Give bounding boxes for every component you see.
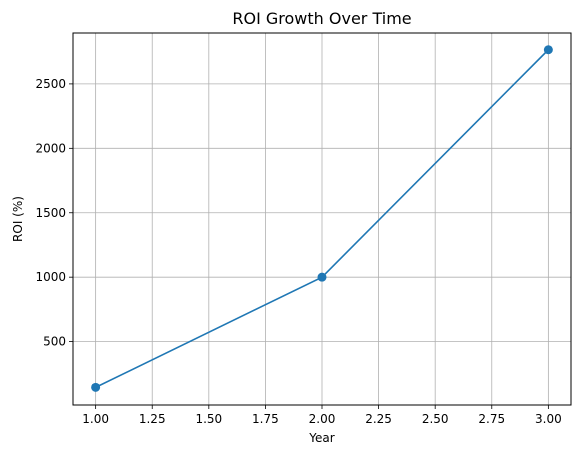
x-axis-label: Year — [308, 431, 334, 445]
y-tick-label: 1500 — [35, 206, 66, 220]
x-tick-label: 1.00 — [82, 412, 109, 426]
y-tick-label: 2000 — [35, 141, 66, 155]
x-tick-label: 2.50 — [422, 412, 449, 426]
x-tick-label: 2.75 — [478, 412, 505, 426]
y-axis-label: ROI (%) — [11, 196, 25, 242]
series-layer — [91, 45, 553, 392]
roi-data-point — [317, 272, 327, 282]
y-tick-label: 2500 — [35, 77, 66, 91]
axis-ticks: 1.00 1.25 1.50 1.75 2.00 2.25 2.50 2.75 3.00 500 1… — [35, 77, 561, 426]
x-tick-label: 2.00 — [309, 412, 336, 426]
x-tick-label: 3.00 — [535, 412, 562, 426]
x-tick-label: 1.50 — [195, 412, 222, 426]
x-tick-label: 2.25 — [365, 412, 392, 426]
roi-data-point — [91, 382, 101, 392]
grid-lines — [73, 33, 571, 405]
chart-title: ROI Growth Over Time — [232, 9, 411, 28]
x-tick-label: 1.75 — [252, 412, 279, 426]
roi-data-point — [543, 45, 553, 55]
y-tick-label: 1000 — [35, 270, 66, 284]
y-tick-label: 500 — [43, 335, 66, 349]
x-tick-label: 1.25 — [139, 412, 166, 426]
